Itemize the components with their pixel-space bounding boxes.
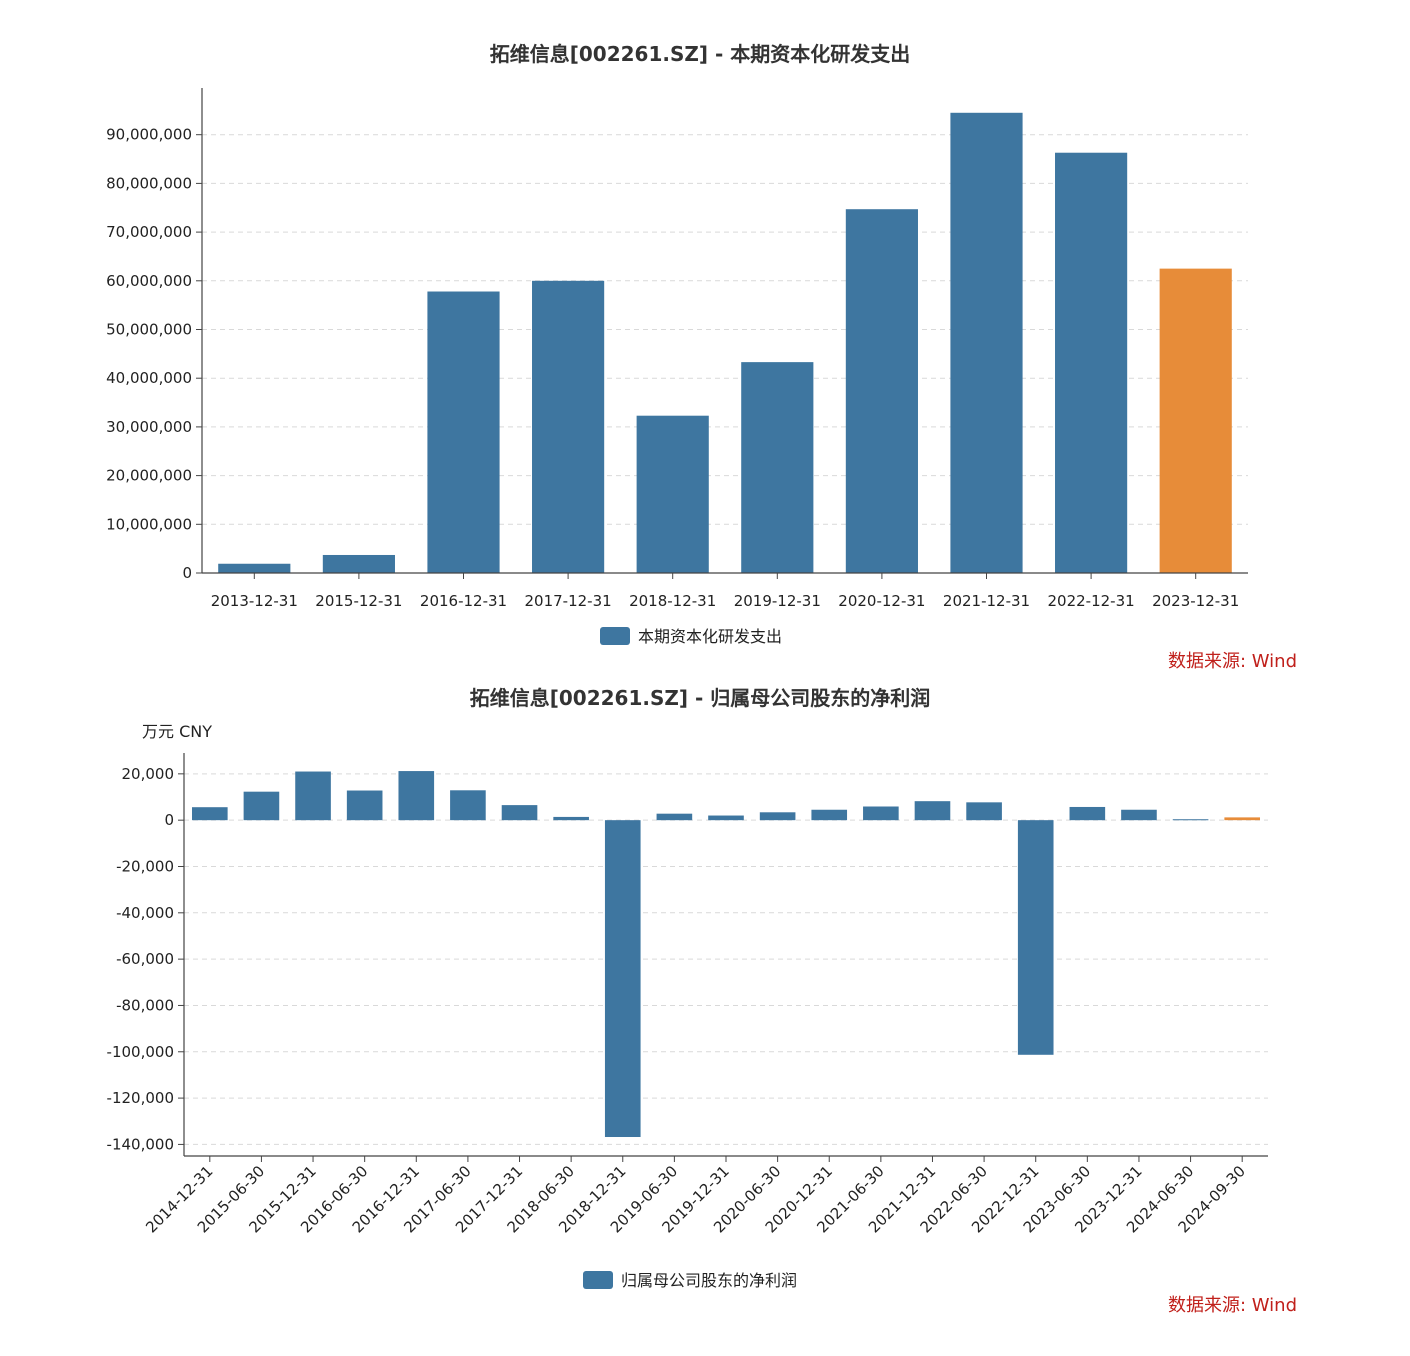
chart1-bar [427, 291, 500, 573]
chart2-legend-label: 归属母公司股东的净利润 [621, 1271, 797, 1290]
chart1-source: 数据来源: Wind [1168, 651, 1297, 672]
chart2-legend-swatch [583, 1271, 613, 1289]
chart1-bar [532, 280, 605, 573]
chart1-plot: 0 10,000,000 20,000,000 30,000,000 40,000,00… [106, 88, 1248, 610]
chart1-xtick-label: 2013-12-31 [211, 592, 298, 610]
chart2-source: 数据来源: Wind [1168, 1295, 1297, 1316]
chart2-ytick-label: -60,000 [116, 950, 174, 968]
chart1-bar [322, 554, 395, 573]
chart1-xtick-label: 2017-12-31 [525, 592, 612, 610]
chart2-title: 拓维信息[002261.SZ] - 归属母公司股东的净利润 [470, 686, 931, 710]
chart2-bar [192, 807, 228, 821]
chart2-plot: 20,000 0 -20,000 -40,000 -60,000 -80,000 -100,… [107, 753, 1268, 1236]
chart1-ytick-label: 20,000,000 [106, 467, 192, 485]
chart2-bar [759, 812, 796, 821]
chart2-bar [501, 805, 538, 821]
chart2-legend: 归属母公司股东的净利润 [583, 1271, 797, 1290]
chart2-bar [656, 813, 693, 821]
chart1-legend: 本期资本化研发支出 [600, 627, 782, 646]
chart2-ytick-label: -40,000 [116, 904, 174, 922]
chart1-ytick-label: 0 [182, 564, 192, 582]
chart2-ytick-label: -140,000 [107, 1135, 174, 1153]
chart1-xtick-label: 2015-12-31 [315, 592, 402, 610]
chart2-bar [914, 801, 951, 821]
chart1-bar [1159, 268, 1232, 573]
chart2-bar [243, 791, 280, 821]
chart1-ytick-label: 40,000,000 [106, 369, 192, 387]
chart1-ytick-label: 80,000,000 [106, 174, 192, 192]
chart2-bar [811, 809, 848, 821]
chart2-ytick-label: 0 [164, 811, 174, 829]
chart2-bar [1069, 806, 1106, 821]
chart2-bar [1017, 820, 1054, 1055]
chart2-bar [398, 771, 435, 821]
chart1-ytick-label: 10,000,000 [106, 515, 192, 533]
chart2-ytick-label: 20,000 [122, 765, 175, 783]
chart1-bar [218, 563, 291, 573]
chart1-ytick-label: 60,000,000 [106, 272, 192, 290]
chart1-bar [845, 209, 918, 573]
chart2-ytick-label: -20,000 [116, 857, 174, 875]
chart1-ytick-label: 30,000,000 [106, 418, 192, 436]
chart1-xtick-label: 2016-12-31 [420, 592, 507, 610]
chart2-bar [966, 802, 1002, 821]
chart1-ytick-label: 50,000,000 [106, 321, 192, 339]
chart1-ytick-label: 90,000,000 [106, 126, 192, 144]
chart2-bar [1121, 809, 1157, 821]
chart2-bar [295, 771, 331, 821]
chart2-bar [450, 790, 486, 821]
chart1-legend-label: 本期资本化研发支出 [638, 627, 782, 646]
chart2-ytick-label: -100,000 [107, 1043, 174, 1061]
chart2-bar [346, 790, 383, 821]
chart1-bar [741, 362, 814, 573]
chart1-xtick-label: 2018-12-31 [629, 592, 716, 610]
chart2-unit-label: 万元 CNY [142, 722, 212, 741]
chart1-bar [950, 112, 1023, 573]
chart1-xtick-label: 2022-12-31 [1048, 592, 1135, 610]
chart1-bar [1055, 152, 1128, 573]
chart2-bar [604, 820, 641, 1138]
chart1-xtick-label: 2023-12-31 [1152, 592, 1239, 610]
chart2-bar [863, 806, 899, 821]
chart2-ytick-label: -120,000 [107, 1089, 174, 1107]
chart1-bar [636, 415, 709, 573]
chart2-bar [1224, 817, 1260, 821]
chart1-legend-swatch [600, 627, 630, 645]
chart1-xtick-label: 2021-12-31 [943, 592, 1030, 610]
chart2-ytick-label: -80,000 [116, 996, 174, 1014]
chart2-bar [1172, 819, 1209, 821]
chart1-ytick-label: 70,000,000 [106, 223, 192, 241]
chart1-title: 拓维信息[002261.SZ] - 本期资本化研发支出 [490, 42, 911, 66]
chart1-xtick-label: 2020-12-31 [838, 592, 925, 610]
chart2-bar [553, 816, 589, 821]
chart2-bar [708, 815, 744, 821]
chart1-xtick-label: 2019-12-31 [734, 592, 821, 610]
